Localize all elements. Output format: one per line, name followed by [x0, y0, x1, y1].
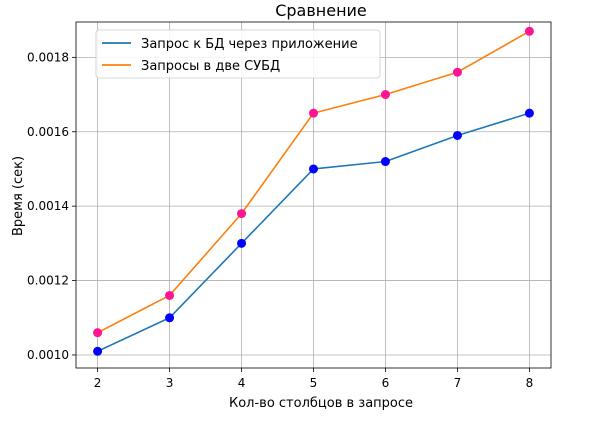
x-tick-label: 8 — [526, 376, 534, 390]
y-tick-label: 0.0016 — [27, 125, 69, 139]
series-2-point — [452, 67, 462, 77]
x-tick-label: 5 — [310, 376, 318, 390]
series-1-point — [380, 157, 390, 167]
series-points — [93, 26, 534, 356]
series-2-point — [309, 108, 318, 118]
series-1-point — [309, 164, 318, 174]
y-axis-label: Время (сек) — [11, 156, 26, 236]
series-1-point — [524, 108, 534, 118]
series-1-point — [237, 238, 247, 248]
series-2-point — [524, 26, 534, 36]
legend-label: Запрос к БД через приложение — [141, 37, 358, 52]
y-tick-label: 0.0010 — [27, 348, 69, 362]
series-2-point — [380, 90, 390, 100]
y-tick-label: 0.0014 — [27, 199, 69, 213]
x-axis-ticks: 2 3 4 5 6 7 8 — [94, 368, 533, 390]
x-tick-label: 7 — [454, 376, 462, 390]
x-tick-label: 4 — [238, 376, 246, 390]
series-2-point — [237, 209, 247, 219]
series-1-point — [452, 130, 462, 140]
y-axis-ticks: 0.0010 0.0012 0.0014 0.0016 0.0018 — [27, 50, 76, 362]
legend-box — [95, 29, 381, 79]
series-2-point — [93, 328, 103, 338]
x-tick-label: 2 — [94, 376, 102, 390]
y-tick-label: 0.0018 — [27, 50, 69, 64]
legend-label: Запросы в две СУБД — [141, 59, 280, 74]
series-1-point — [165, 313, 175, 323]
y-tick-label: 0.0012 — [27, 274, 69, 288]
legend: Запрос к БД через приложение Запросы в дв… — [95, 29, 381, 79]
x-axis-label: Кол-во столбцов в запросе — [229, 396, 413, 411]
x-tick-label: 3 — [166, 376, 174, 390]
x-tick-label: 6 — [382, 376, 390, 390]
series-2-point — [165, 290, 175, 300]
series-1-point — [93, 346, 103, 356]
chart-title: Сравнение — [275, 1, 367, 20]
